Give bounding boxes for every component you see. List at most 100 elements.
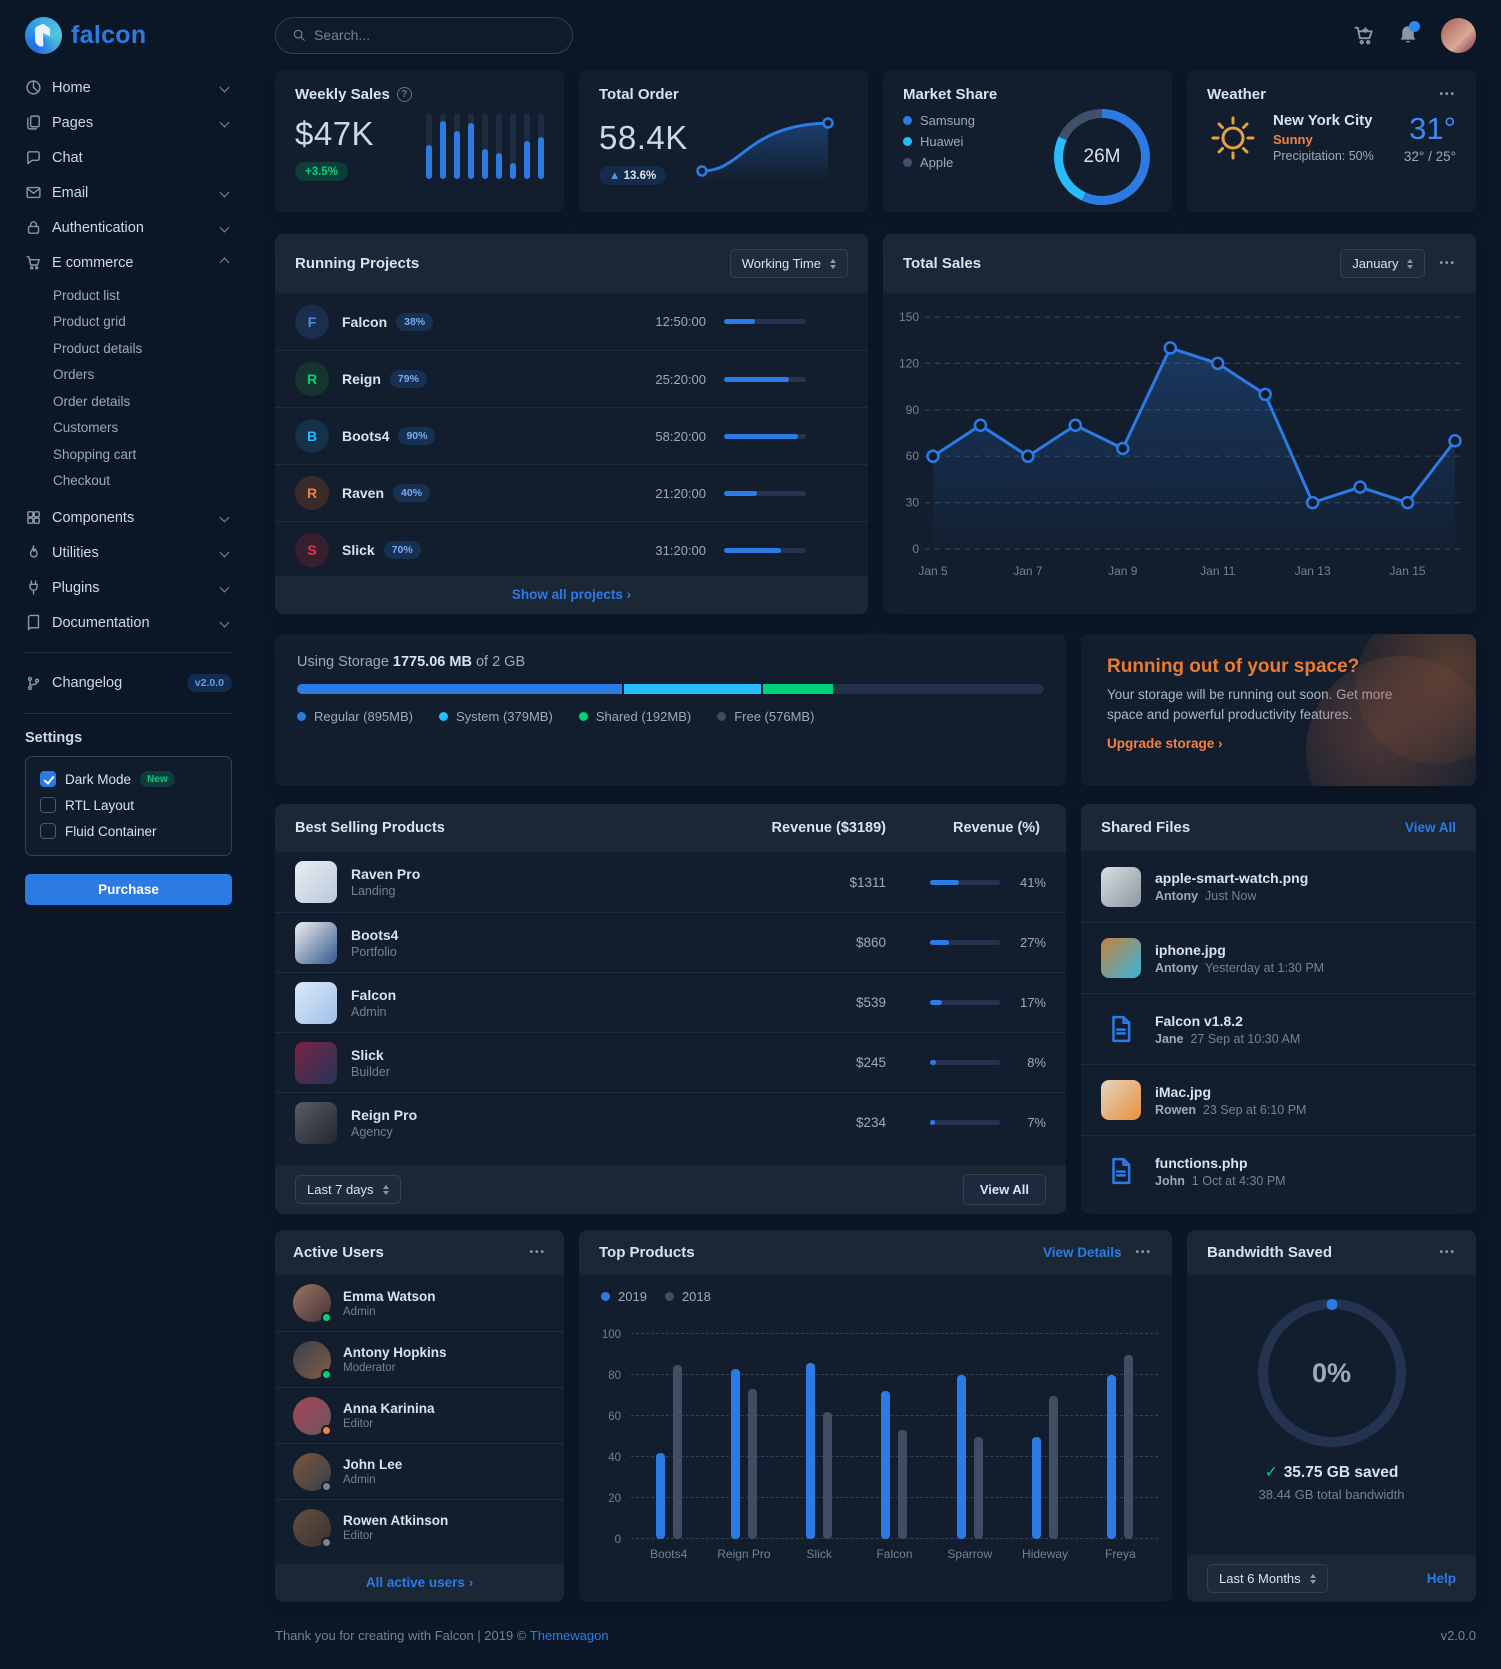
month-select[interactable]: January [1340, 249, 1426, 278]
shared-files-list: apple-smart-watch.png Antony Just Now ipho… [1081, 851, 1476, 1206]
xtick-label: Freya [1104, 1547, 1136, 1561]
project-avatar: R [295, 362, 329, 396]
card-menu-icon[interactable]: ••• [529, 1247, 546, 1258]
project-row-boots4[interactable]: B Boots4 90% 58:20:00 [275, 407, 868, 464]
user-row-rowen-atkinson[interactable]: Rowen Atkinson Editor [275, 1499, 564, 1555]
user-row-john-lee[interactable]: John Lee Admin [275, 1443, 564, 1499]
product-pct: 7% [1027, 1115, 1046, 1130]
storage-title: Using Storage 1775.06 MB of 2 GB [297, 654, 526, 670]
user-avatar[interactable] [1441, 17, 1476, 53]
file-row-iphone-jpg[interactable]: iphone.jpg Antony Yesterday at 1:30 PM [1081, 922, 1476, 993]
user-name: Rowen Atkinson [343, 1513, 449, 1528]
total-sales-chart: 0 30 60 90 120 150 Jan 5 Jan 7 Jan 9 Jan 11 Jan 13… [883, 293, 1476, 598]
checkbox-fluid-container[interactable] [40, 823, 56, 839]
sidebar-item-changelog[interactable]: Changelog v2.0.0 [25, 665, 232, 701]
view-details-link[interactable]: View Details [1042, 1245, 1122, 1260]
last-6-months-select[interactable]: Last 6 Months [1207, 1564, 1328, 1593]
chevron-down-icon [219, 222, 230, 233]
bar-group-freya [1083, 1334, 1158, 1539]
sidebar-subitem-product-grid[interactable]: Product grid [53, 314, 126, 330]
checkbox-rtl-layout[interactable] [40, 797, 56, 813]
themewagon-link[interactable]: Themewagon [529, 1628, 609, 1643]
working-time-select[interactable]: Working Time [729, 249, 848, 278]
sidebar-item-components[interactable]: Components [25, 500, 232, 535]
bell-icon[interactable] [1397, 21, 1420, 46]
cart-plus-icon[interactable] [1353, 24, 1375, 46]
gauge-value: 0% [1311, 1357, 1352, 1388]
product-thumbnail [295, 1041, 337, 1084]
view-all-button[interactable]: View All [962, 1174, 1046, 1205]
total-order-card: Total Order 58.4K ▲ 13.6% [579, 70, 868, 212]
card-menu-icon[interactable]: ••• [1135, 1247, 1152, 1258]
sidebar-subitem-orders[interactable]: Orders [53, 367, 95, 383]
project-pct-badge: 90% [398, 427, 436, 445]
project-row-slick[interactable]: S Slick 70% 31:20:00 [275, 521, 868, 578]
user-row-antony-hopkins[interactable]: Antony Hopkins Moderator [275, 1331, 564, 1387]
svg-text:150: 150 [899, 310, 919, 324]
upgrade-storage-link[interactable]: Upgrade storage › [1107, 735, 1223, 751]
sidebar-item-plugins[interactable]: Plugins [25, 570, 232, 605]
product-progress [930, 940, 1000, 945]
mini-bar [468, 113, 474, 179]
file-row-functions-php[interactable]: functions.php John 1 Oct at 4:30 PM [1081, 1135, 1476, 1206]
sidebar-subitem-order-details[interactable]: Order details [53, 393, 131, 409]
setting-label: Fluid Container [65, 823, 157, 839]
sidebar-subitem-product-list[interactable]: Product list [53, 287, 120, 303]
search-placeholder: Search... [314, 27, 371, 43]
sidebar-subitem-customers[interactable]: Customers [53, 420, 119, 436]
project-row-falcon[interactable]: F Falcon 38% 12:50:00 [275, 293, 868, 350]
setting-dark-mode[interactable]: Dark Mode New [40, 771, 217, 787]
all-active-users-link[interactable]: All active users › [365, 1575, 474, 1590]
file-row-apple-smart-watch-png[interactable]: apple-smart-watch.png Antony Just Now [1081, 851, 1476, 922]
product-row-reign-pro[interactable]: Reign Pro Agency $234 7% [275, 1092, 1066, 1152]
sidebar-item-authentication[interactable]: Authentication [25, 210, 232, 245]
legend-label: Shared (192MB) [595, 709, 692, 724]
puzzle-icon [25, 509, 42, 526]
file-row-imac-jpg[interactable]: iMac.jpg Rowen 23 Sep at 6:10 PM [1081, 1064, 1476, 1135]
search-input[interactable]: Search... [275, 16, 573, 54]
market-share-value: 26M [1083, 146, 1121, 167]
sidebar-subitem-checkout[interactable]: Checkout [53, 473, 111, 489]
card-menu-icon[interactable]: ••• [1439, 258, 1456, 269]
checkbox-dark-mode[interactable] [40, 771, 56, 787]
card-menu-icon[interactable]: ••• [1439, 89, 1456, 100]
last-7-days-select[interactable]: Last 7 days [295, 1175, 401, 1204]
help-link[interactable]: Help [1426, 1571, 1456, 1586]
sidebar-item-email[interactable]: Email [25, 175, 232, 210]
file-row-falcon-v1-8-2[interactable]: Falcon v1.8.2 Jane 27 Sep at 10:30 AM [1081, 993, 1476, 1064]
product-category: Portfolio [351, 944, 397, 959]
project-row-reign[interactable]: R Reign 79% 25:20:00 [275, 350, 868, 407]
navbar-actions [1353, 17, 1476, 53]
shared-files-view-all-link[interactable]: View All [1404, 820, 1456, 835]
product-row-raven-pro[interactable]: Raven Pro Landing $1311 41% [275, 852, 1066, 912]
project-pct-badge: 38% [396, 312, 434, 331]
sidebar-item-e-commerce[interactable]: E commerce [25, 245, 232, 280]
project-row-raven[interactable]: R Raven 40% 21:20:00 [275, 464, 868, 521]
setting-fluid-container[interactable]: Fluid Container [40, 823, 217, 839]
sidebar-item-documentation[interactable]: Documentation [25, 605, 232, 640]
space-body: Your storage will be running out soon. G… [1107, 687, 1393, 723]
xtick-label: Reign Pro [717, 1547, 771, 1561]
product-row-slick[interactable]: Slick Builder $245 8% [275, 1032, 1066, 1092]
card-menu-icon[interactable]: ••• [1439, 1247, 1456, 1258]
user-row-emma-watson[interactable]: Emma Watson Admin [275, 1275, 564, 1331]
sidebar-subitem-product-details[interactable]: Product details [53, 340, 143, 356]
best-selling-title: Best Selling Products [295, 820, 445, 836]
setting-rtl-layout[interactable]: RTL Layout [40, 797, 217, 813]
sidebar-item-utilities[interactable]: Utilities [25, 535, 232, 570]
show-all-projects-link[interactable]: Show all projects › [511, 587, 632, 602]
user-row-anna-karinina[interactable]: Anna Karinina Editor [275, 1387, 564, 1443]
product-row-boots4[interactable]: Boots4 Portfolio $860 27% [275, 912, 1066, 972]
sidebar-item-home[interactable]: Home [25, 70, 232, 105]
purchase-button[interactable]: Purchase [25, 874, 232, 905]
legend-item-2018: 2018 [664, 1289, 711, 1304]
product-row-falcon[interactable]: Falcon Admin $539 17% [275, 972, 1066, 1032]
sidebar-item-pages[interactable]: Pages [25, 105, 232, 140]
sidebar-subitem-shopping-cart[interactable]: Shopping cart [53, 446, 137, 462]
brand-logo[interactable]: falcon [25, 0, 232, 70]
up-caret-icon: ▲ [609, 169, 621, 182]
info-icon[interactable]: ? [396, 87, 412, 102]
sort-arrows-icon [1309, 1573, 1316, 1584]
sidebar-item-chat[interactable]: Chat [25, 140, 232, 175]
bar-2019 [1032, 1436, 1042, 1539]
